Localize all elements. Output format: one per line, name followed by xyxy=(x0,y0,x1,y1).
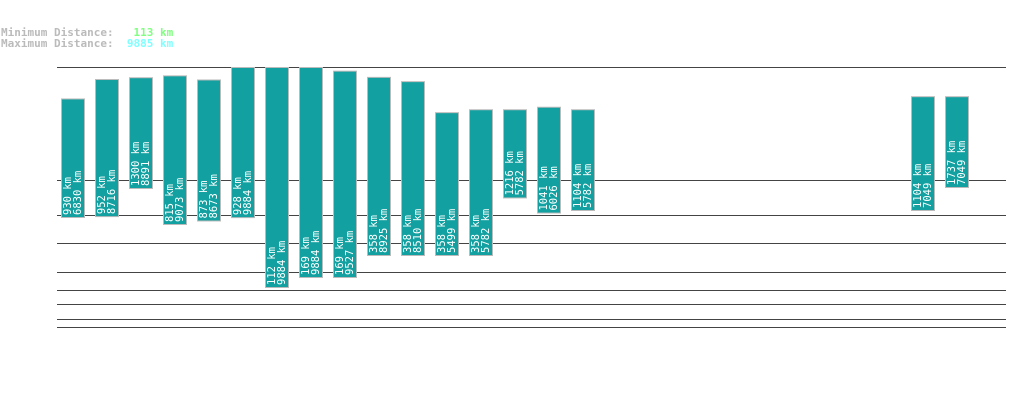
max-label: 5782 km xyxy=(514,151,526,195)
min-label: 358 km xyxy=(436,215,448,253)
bar-rect xyxy=(435,112,459,256)
bar-rect xyxy=(163,75,187,225)
max-label: 8673 km xyxy=(208,174,220,218)
min-distance-label: Minimum Distance: xyxy=(1,26,114,39)
bar-rect xyxy=(333,70,357,279)
bar-rect xyxy=(95,79,119,218)
min-label: 928 km xyxy=(232,177,244,215)
bar-rect xyxy=(129,77,153,189)
max-label: 6026 km xyxy=(548,166,560,210)
min-distance-value: 113 km xyxy=(133,26,174,39)
bar-rect xyxy=(265,67,289,288)
bar-rect xyxy=(469,109,493,257)
min-label: 112 km xyxy=(266,247,278,285)
max-label: 8891 km xyxy=(140,142,152,186)
max-label: 9884 km xyxy=(310,231,322,275)
max-distance-value: 9885 km xyxy=(126,37,174,50)
bar-rect xyxy=(299,67,323,278)
min-label: 952 km xyxy=(96,176,108,214)
bar-rect xyxy=(503,109,527,199)
bar-rect xyxy=(911,96,935,211)
max-label: 7049 km xyxy=(956,141,968,185)
max-distance-row: Maximum Distance: 9885 km xyxy=(1,38,173,49)
min-label: 1104 km xyxy=(912,164,924,208)
min-label: 358 km xyxy=(470,215,482,253)
bar-rect xyxy=(537,106,561,214)
bar-rect xyxy=(945,96,969,188)
max-label: 9073 km xyxy=(174,178,186,222)
min-label: 169 km xyxy=(334,237,346,275)
max-label: 6830 km xyxy=(72,171,84,215)
max-label: 9884 km xyxy=(242,171,254,215)
min-label: 169 km xyxy=(300,237,312,275)
min-label: 358 km xyxy=(402,215,414,253)
min-distance-row: Minimum Distance: 113 km xyxy=(1,27,173,38)
max-distance-label: Maximum Distance: xyxy=(1,37,114,50)
min-label: 815 km xyxy=(164,184,176,222)
max-label: 8716 km xyxy=(106,170,118,214)
min-label: 930 km xyxy=(62,177,74,215)
max-label: 8510 km xyxy=(412,209,424,253)
max-label: 9527 km xyxy=(344,231,356,275)
max-label: 7049 km xyxy=(922,164,934,208)
min-label: 1300 km xyxy=(130,142,142,186)
bar-rect xyxy=(367,76,391,256)
min-label: 358 km xyxy=(368,215,380,253)
bar-rect xyxy=(61,98,85,218)
max-label: 9884 km xyxy=(276,241,288,285)
max-label: 5782 km xyxy=(480,209,492,253)
min-label: 1737 km xyxy=(946,141,958,185)
bar-rect xyxy=(401,81,425,256)
bar-rect xyxy=(197,79,221,222)
min-label: 873 km xyxy=(198,181,210,219)
max-label: 8925 km xyxy=(378,209,390,253)
min-label: 1216 km xyxy=(504,151,516,195)
max-label: 5499 km xyxy=(446,209,458,253)
max-label: 5782 km xyxy=(582,164,594,208)
min-label: 1041 km xyxy=(538,166,550,210)
bar-rect xyxy=(231,67,255,219)
min-label: 1104 km xyxy=(572,164,584,208)
bar-rect xyxy=(571,109,595,211)
